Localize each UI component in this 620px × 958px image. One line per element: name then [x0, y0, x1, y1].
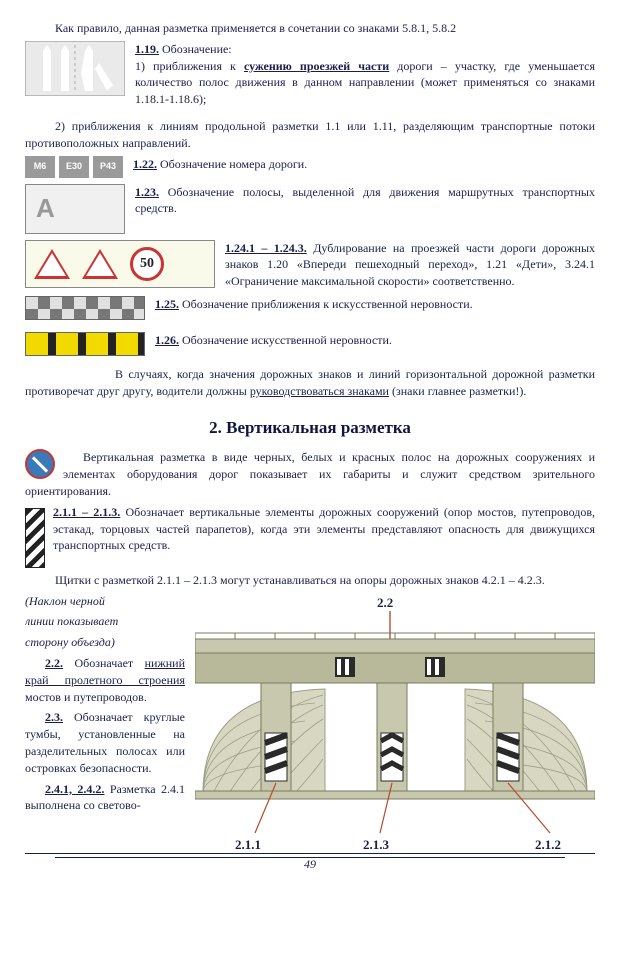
route-e30: Е30	[59, 156, 89, 178]
text-1-22: 1.22. Обозначение номера дороги.	[133, 156, 595, 173]
s2-intro: Вертикальная разметка в виде черных, бел…	[25, 449, 595, 499]
text-1-25: 1.25. Обозначение приближения к искусств…	[155, 296, 595, 313]
tri-sign-2	[82, 249, 118, 279]
text-1-19: 1.19. Обозначение: 1) приближения к суже…	[135, 41, 595, 112]
lbl-2-2: 2.2	[377, 595, 393, 610]
hazard-stripe-icon	[25, 508, 45, 568]
tri-sign-1	[34, 249, 70, 279]
hazard-2-1-3	[381, 733, 403, 781]
checker-icon	[25, 296, 145, 320]
text-2-1-1: 2.1.1 – 2.1.3. Обозначает вертикальные э…	[25, 504, 595, 554]
page-number: 49	[304, 857, 316, 871]
note-priority: В случаях, когда значения дорожных знако…	[25, 366, 595, 400]
hazard-2-1-1	[265, 733, 287, 781]
route-boxes: М6 Е30 Р43	[25, 156, 123, 178]
text-1-24: 1.24.1 – 1.24.3. Дублирование на проезже…	[225, 240, 595, 290]
row-1-22: М6 Е30 Р43 1.22. Обозначение номера доро…	[25, 156, 595, 178]
merge-diagram	[25, 41, 125, 96]
italic3: сторону объезда)	[25, 634, 185, 651]
text-2-4: 2.4.1, 2.4.2. Разметка 2.4.1 выполнена с…	[25, 781, 185, 815]
text-2-2: 2.2. Обозначает нижний край пролетного с…	[25, 655, 185, 705]
text-1-23: 1.23. Обозначение полосы, выделенной для…	[135, 184, 595, 218]
row-1-25: 1.25. Обозначение приближения к искусств…	[25, 296, 595, 320]
row-1-26: 1.26. Обозначение искусственной неровнос…	[25, 332, 595, 356]
lbl-2-1-3: 2.1.3	[363, 837, 390, 852]
row-1-19: 1.19. Обозначение: 1) приближения к суже…	[25, 41, 595, 112]
lbl-2-1-1: 2.1.1	[235, 837, 261, 852]
row-1-23: А 1.23. Обозначение полосы, выделенной д…	[25, 184, 595, 234]
text-2-1-note: Щитки с разметкой 2.1.1 – 2.1.3 могут ус…	[25, 572, 595, 589]
hazard-2-1-2	[497, 733, 519, 781]
speed-sign: 50	[130, 247, 164, 281]
section-2-title: 2. Вертикальная разметка	[25, 416, 595, 440]
bridge-diagram: 2.2	[195, 593, 595, 853]
lane-A-icon: А	[25, 184, 125, 234]
text-1-26: 1.26. Обозначение искусственной неровнос…	[155, 332, 595, 349]
row-1-24: 50 1.24.1 – 1.24.3. Дублирование на прое…	[25, 240, 595, 290]
text-1-19-item2: 2) приближения к линиям продольной разме…	[25, 118, 595, 152]
lbl-2-1-2: 2.1.2	[535, 837, 561, 852]
text-2-3: 2.3. Обознача­ет круглые тумбы, установл…	[25, 709, 185, 776]
dup-signs: 50	[25, 240, 215, 288]
yellow-bars-icon	[25, 332, 145, 356]
route-m6: М6	[25, 156, 55, 178]
page-footer: 49	[25, 853, 595, 873]
section-2-intro-block: Вертикальная разметка в виде черных, бел…	[25, 449, 595, 571]
italic1: (Наклон черной	[25, 593, 185, 610]
intro-line: Как правило, данная разметка применяется…	[25, 20, 595, 37]
left-column: (Наклон черной линии показывает сторону …	[25, 593, 185, 819]
route-p43: Р43	[93, 156, 123, 178]
italic2: линии показывает	[25, 613, 185, 630]
